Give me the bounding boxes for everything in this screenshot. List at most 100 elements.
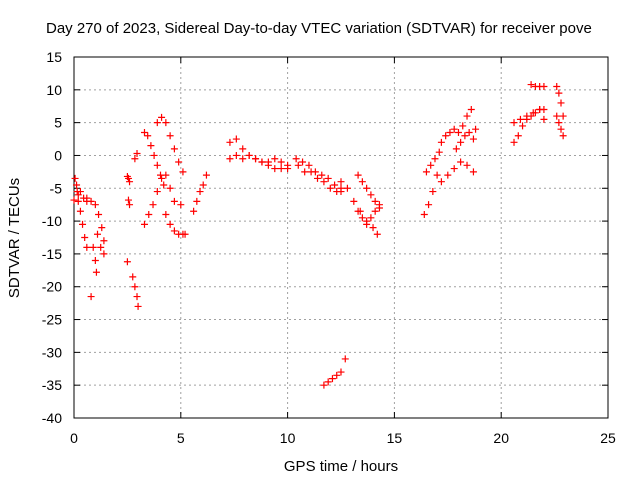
data-point [158,174,166,182]
y-tick-label: -35 [42,377,62,393]
series-arc-31 [510,106,544,127]
data-point [540,83,548,91]
data-point [83,194,91,202]
series-arc-28 [437,106,480,146]
data-point [73,181,81,189]
data-point [160,181,168,189]
y-tick-label: -25 [42,312,62,328]
series-arc-05 [89,243,100,276]
series-arc-19 [292,155,345,196]
y-tick-label: 15 [46,49,62,65]
x-tick-label: 5 [177,430,185,446]
y-axis-label: SDTVAR / TECUs [6,178,23,298]
data-point [93,230,101,238]
data-point [140,220,148,228]
y-tick-label: -15 [42,246,62,262]
data-point [536,106,544,114]
data-point [100,250,108,258]
data-point [354,171,362,179]
data-point [166,184,174,192]
series-arc-08 [123,172,134,209]
data-point [328,375,336,383]
data-point [367,191,375,199]
data-point [367,214,375,222]
data-point [71,174,79,182]
data-point [74,191,82,199]
data-point [341,355,349,363]
data-point [343,184,351,192]
data-point [553,112,561,120]
series-arc-22 [354,171,383,212]
data-point [305,161,313,169]
data-point [454,128,462,136]
data-point [461,132,469,140]
series-arc-10 [129,273,142,310]
data-point [89,243,97,251]
y-tick-label: -40 [42,410,62,426]
data-point [553,83,561,91]
data-point [450,165,458,173]
plot-frame [73,56,609,419]
data-point [467,106,475,114]
data-point [437,138,445,146]
data-point [427,161,435,169]
data-point [131,155,139,163]
data-point [232,151,240,159]
data-point [422,168,430,176]
data-point [463,161,471,169]
x-tick-label: 25 [600,430,616,446]
data-point [452,145,460,153]
chart-title: Day 270 of 2023, Sidereal Day-to-day VTE… [46,20,592,37]
data-point [124,196,132,204]
data-point [252,155,260,163]
data-point [429,188,437,196]
series-arc-09 [123,258,131,266]
data-point [239,155,247,163]
data-point [559,132,567,140]
data-point [149,201,157,209]
data-point [133,293,141,301]
data-point [81,234,89,241]
series-arc-20 [294,161,345,196]
x-tick-label: 0 [70,430,78,446]
y-tick-label: -30 [42,344,62,360]
data-point [318,171,326,179]
y-tick-label: -10 [42,213,62,229]
series-arc-21 [337,178,381,238]
data-point [527,81,535,89]
data-point [510,119,518,127]
data-point [324,174,332,182]
data-point [320,381,328,389]
data-point [437,178,445,186]
data-point [166,220,174,228]
data-point [158,113,166,121]
data-point [450,125,458,133]
data-point [463,112,471,120]
data-point [457,138,465,146]
data-point [79,220,87,228]
data-point [226,155,234,163]
data-point [292,155,300,163]
x-tick-label: 20 [493,430,509,446]
data-points [70,81,567,389]
data-point [202,171,210,179]
data-point [76,207,84,215]
data-point [557,99,565,107]
data-point [91,201,99,209]
data-point [301,168,309,176]
data-point [523,112,531,120]
data-point [175,158,183,166]
data-point [271,155,279,163]
series-arc-24 [320,355,349,389]
data-point [144,132,152,140]
data-point [472,125,480,133]
data-point [444,171,452,179]
x-tick-label: 15 [387,430,403,446]
series-arc-23 [354,201,383,228]
series-arc-11 [131,149,141,163]
data-point [129,273,137,281]
data-point [373,230,381,238]
data-point [425,201,433,209]
series-arc-03 [74,197,91,251]
